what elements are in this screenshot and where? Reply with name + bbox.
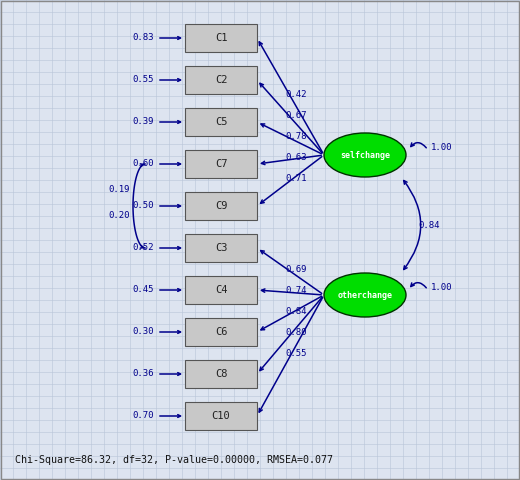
Text: 0.84: 0.84	[285, 307, 307, 316]
Ellipse shape	[324, 273, 406, 317]
Text: 0.55: 0.55	[133, 75, 154, 84]
Text: 0.60: 0.60	[133, 159, 154, 168]
Text: 0.20: 0.20	[109, 212, 130, 220]
Text: 0.70: 0.70	[133, 411, 154, 420]
Text: 1.00: 1.00	[431, 283, 452, 291]
Text: C1: C1	[215, 33, 227, 43]
FancyBboxPatch shape	[185, 192, 257, 220]
FancyBboxPatch shape	[185, 108, 257, 136]
Text: C2: C2	[215, 75, 227, 85]
Text: 0.45: 0.45	[133, 286, 154, 295]
Text: 0.74: 0.74	[285, 286, 307, 295]
Text: C5: C5	[215, 117, 227, 127]
Text: 0.63: 0.63	[285, 153, 307, 162]
Text: C3: C3	[215, 243, 227, 253]
Text: otherchange: otherchange	[337, 290, 393, 300]
Text: 0.67: 0.67	[285, 111, 307, 120]
FancyBboxPatch shape	[185, 360, 257, 388]
Text: 0.39: 0.39	[133, 118, 154, 127]
Text: 0.80: 0.80	[285, 328, 307, 337]
Text: 0.30: 0.30	[133, 327, 154, 336]
FancyBboxPatch shape	[185, 318, 257, 346]
Text: 0.19: 0.19	[109, 185, 130, 194]
Text: selfchange: selfchange	[340, 151, 390, 159]
Text: 0.69: 0.69	[285, 265, 307, 274]
Text: C9: C9	[215, 201, 227, 211]
FancyBboxPatch shape	[185, 402, 257, 430]
FancyBboxPatch shape	[185, 276, 257, 304]
Text: 0.71: 0.71	[285, 174, 307, 183]
Text: Chi-Square=86.32, df=32, P-value=0.00000, RMSEA=0.077: Chi-Square=86.32, df=32, P-value=0.00000…	[15, 455, 333, 465]
Text: C4: C4	[215, 285, 227, 295]
Text: 0.78: 0.78	[285, 132, 307, 141]
Text: 0.84: 0.84	[418, 220, 439, 229]
Text: C10: C10	[212, 411, 230, 421]
Text: C6: C6	[215, 327, 227, 337]
Text: 0.52: 0.52	[133, 243, 154, 252]
Ellipse shape	[324, 133, 406, 177]
Text: C8: C8	[215, 369, 227, 379]
FancyBboxPatch shape	[185, 66, 257, 94]
Text: 0.36: 0.36	[133, 370, 154, 379]
FancyBboxPatch shape	[185, 24, 257, 52]
Text: C7: C7	[215, 159, 227, 169]
Text: 1.00: 1.00	[431, 143, 452, 152]
Text: 0.42: 0.42	[285, 90, 307, 99]
Text: 0.55: 0.55	[285, 349, 307, 358]
FancyBboxPatch shape	[185, 150, 257, 178]
FancyBboxPatch shape	[185, 234, 257, 262]
Text: 0.50: 0.50	[133, 202, 154, 211]
Text: 0.83: 0.83	[133, 34, 154, 43]
